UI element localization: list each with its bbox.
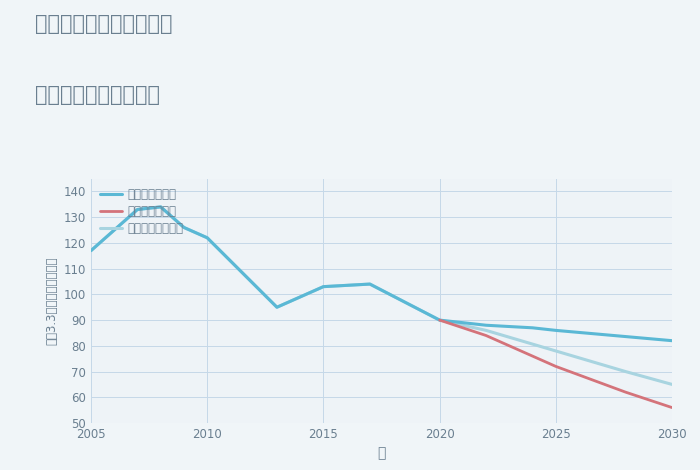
ノーマルシナリオ	[435, 317, 444, 323]
ノーマルシナリオ	[133, 207, 141, 212]
バッドシナリオ	[482, 333, 490, 338]
グッドシナリオ	[668, 338, 676, 344]
バッドシナリオ	[668, 405, 676, 410]
グッドシナリオ	[552, 328, 560, 333]
ノーマルシナリオ	[87, 248, 95, 253]
Line: ノーマルシナリオ: ノーマルシナリオ	[91, 207, 672, 384]
グッドシナリオ	[319, 284, 328, 290]
ノーマルシナリオ	[552, 348, 560, 354]
バッドシナリオ	[435, 317, 444, 323]
ノーマルシナリオ	[365, 281, 374, 287]
グッドシナリオ	[203, 235, 211, 241]
ノーマルシナリオ	[157, 204, 165, 210]
ノーマルシナリオ	[622, 369, 630, 375]
グッドシナリオ	[435, 317, 444, 323]
グッドシナリオ	[157, 204, 165, 210]
グッドシナリオ	[133, 207, 141, 212]
X-axis label: 年: 年	[377, 446, 386, 461]
Legend: グッドシナリオ, バッドシナリオ, ノーマルシナリオ: グッドシナリオ, バッドシナリオ, ノーマルシナリオ	[97, 185, 187, 239]
グッドシナリオ	[528, 325, 537, 330]
Line: バッドシナリオ: バッドシナリオ	[440, 320, 672, 407]
ノーマルシナリオ	[668, 382, 676, 387]
Text: 千葉県市原市辰巳台東の: 千葉県市原市辰巳台東の	[35, 14, 172, 34]
グッドシナリオ	[482, 322, 490, 328]
グッドシナリオ	[87, 248, 95, 253]
Text: 中古戸建ての価格推移: 中古戸建ての価格推移	[35, 85, 160, 105]
バッドシナリオ	[622, 389, 630, 395]
ノーマルシナリオ	[180, 225, 188, 230]
バッドシナリオ	[552, 364, 560, 369]
ノーマルシナリオ	[482, 328, 490, 333]
ノーマルシナリオ	[319, 284, 328, 290]
ノーマルシナリオ	[203, 235, 211, 241]
ノーマルシナリオ	[273, 305, 281, 310]
グッドシナリオ	[273, 305, 281, 310]
グッドシナリオ	[365, 281, 374, 287]
グッドシナリオ	[180, 225, 188, 230]
Y-axis label: 坪（3.3㎡）単価（万円）: 坪（3.3㎡）単価（万円）	[46, 257, 58, 345]
Line: グッドシナリオ: グッドシナリオ	[91, 207, 672, 341]
